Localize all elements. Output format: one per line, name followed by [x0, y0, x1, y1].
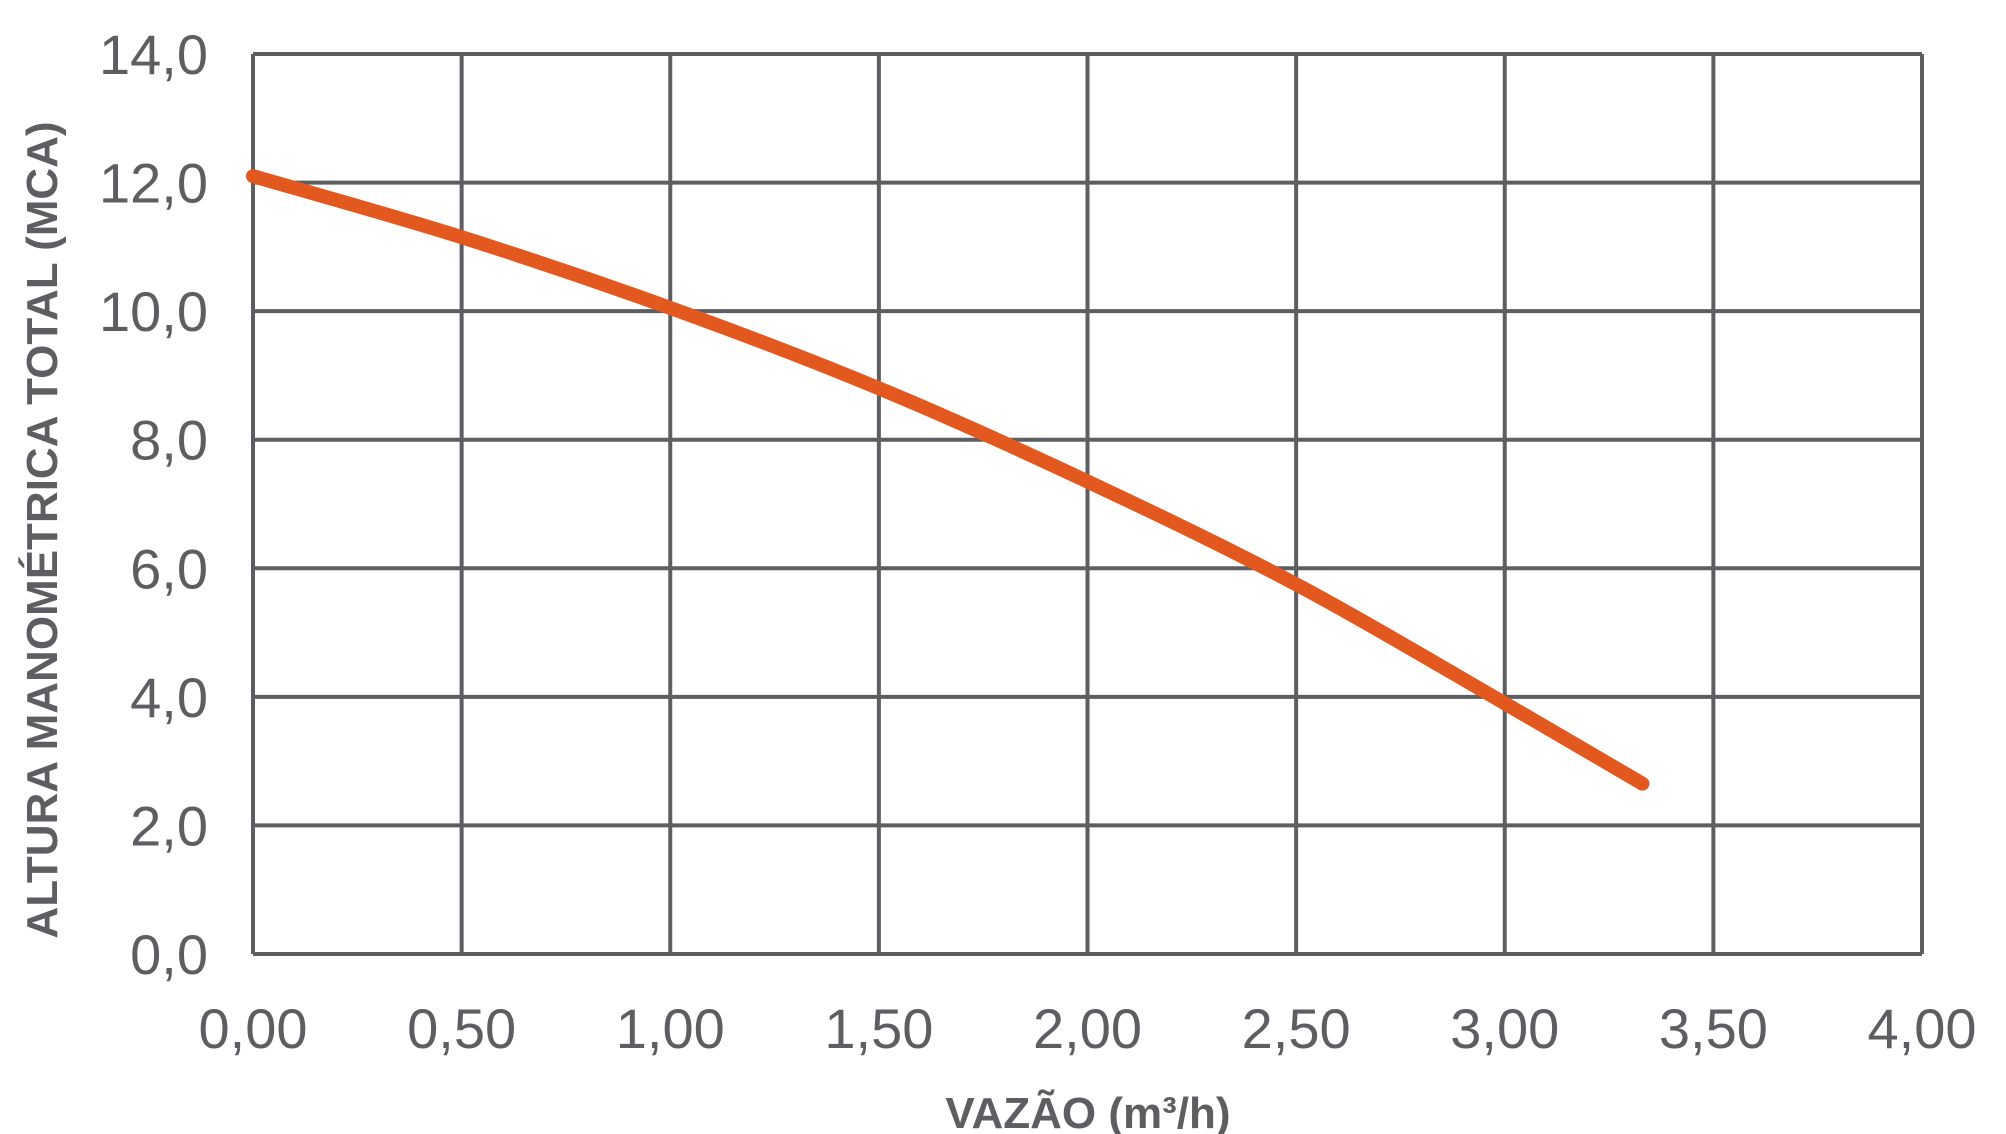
- series-line: [246, 169, 1650, 791]
- y-tick-label: 2,0: [130, 794, 208, 857]
- series-layer: [246, 169, 1650, 791]
- x-tick-label: 0,00: [199, 997, 308, 1060]
- x-tick-label: 2,50: [1242, 997, 1351, 1060]
- x-tick-label: 3,00: [1450, 997, 1559, 1060]
- x-tick-label: 4,00: [1868, 997, 1977, 1060]
- y-axis-title: ALTURA MANOMÉTRICA TOTAL (MCA): [17, 121, 67, 938]
- y-tick-label: 4,0: [130, 666, 208, 729]
- y-tick-label: 6,0: [130, 537, 208, 600]
- y-tick-label: 0,0: [130, 923, 208, 986]
- y-tick-label: 12,0: [99, 152, 208, 215]
- x-axis-title: VAZÃO (m³/h): [945, 1088, 1230, 1134]
- x-tick-label: 2,00: [1033, 997, 1142, 1060]
- x-tick-label: 3,50: [1659, 997, 1768, 1060]
- y-axis-ticks: 0,0 2,0 4,0 6,0 8,0 10,0 12,0 14,0: [99, 23, 208, 986]
- grid: [251, 52, 1924, 956]
- x-tick-label: 1,50: [824, 997, 933, 1060]
- y-tick-label: 10,0: [99, 280, 208, 343]
- x-tick-label: 0,50: [407, 997, 516, 1060]
- x-axis-ticks: 0,00 0,50 1,00 1,50 2,00 2,50 3,00 3,50 4,00: [199, 997, 1977, 1060]
- x-tick-label: 1,00: [616, 997, 725, 1060]
- y-tick-label: 8,0: [130, 409, 208, 472]
- y-tick-label: 14,0: [99, 23, 208, 86]
